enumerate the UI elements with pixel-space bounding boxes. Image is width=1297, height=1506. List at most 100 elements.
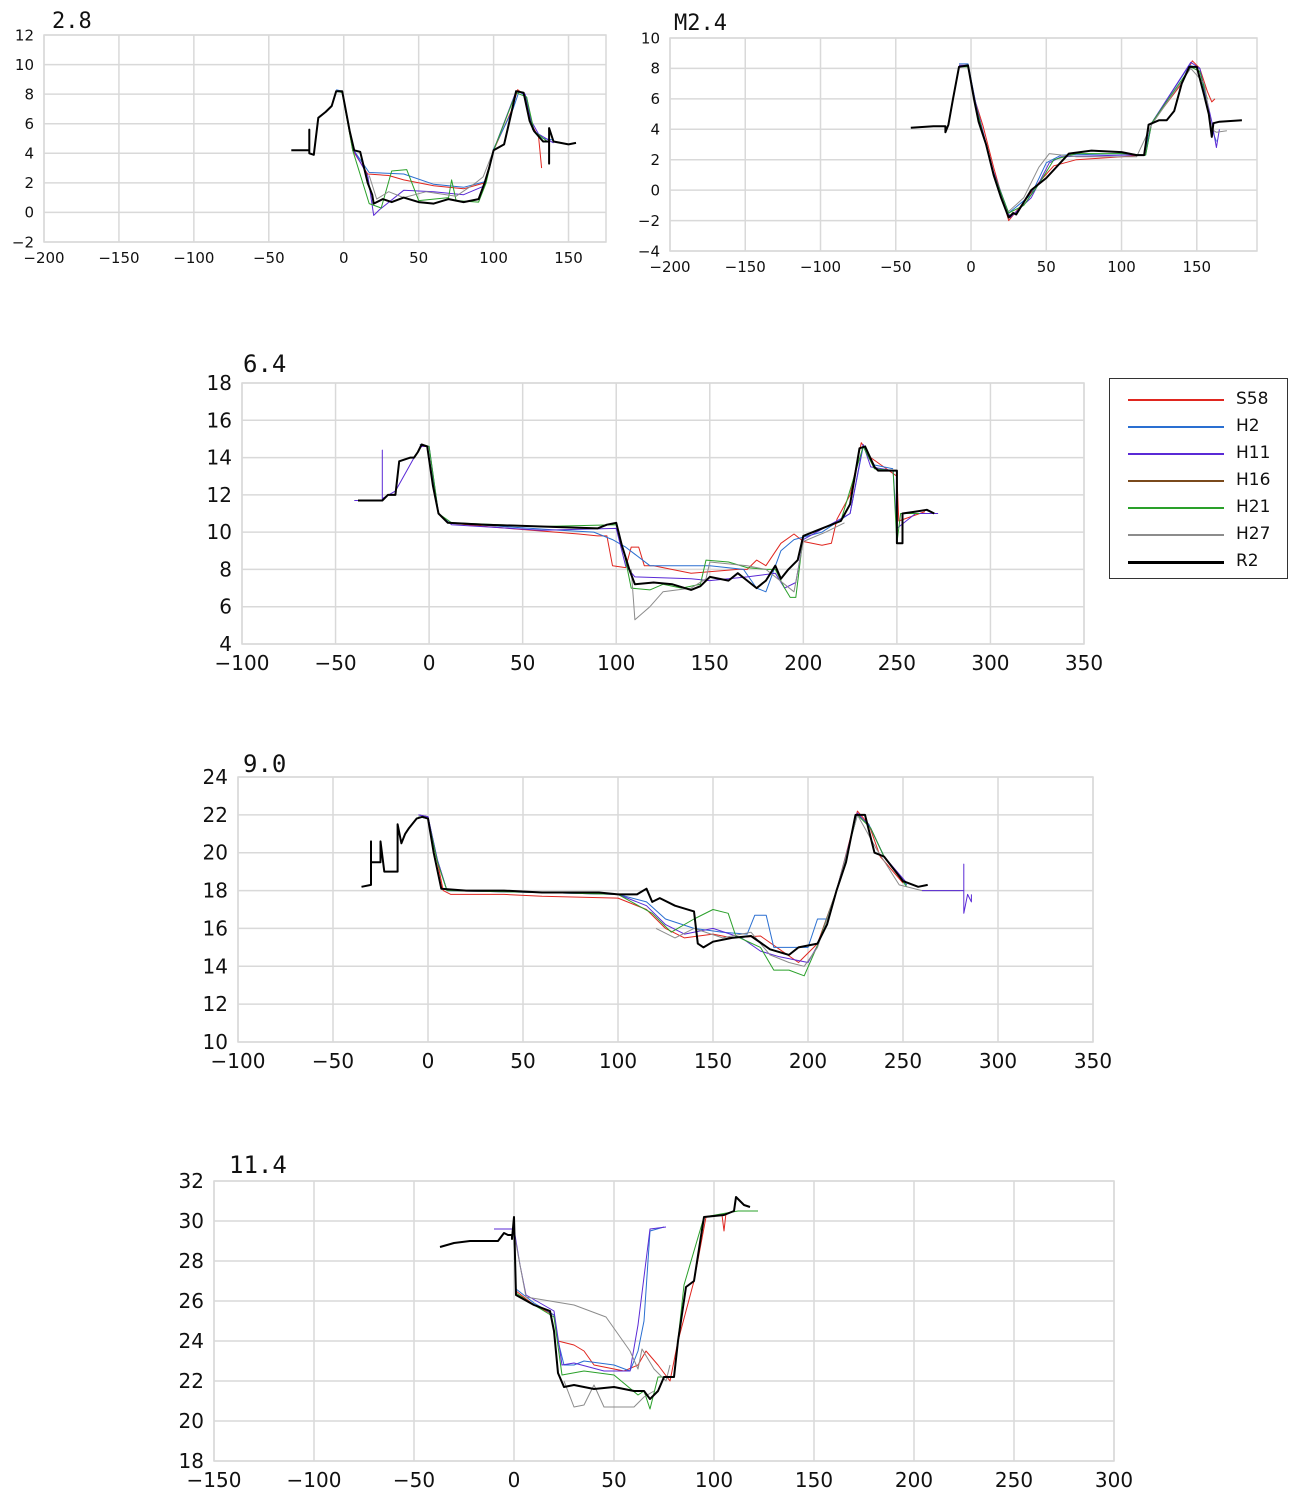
- x-tick-label: 0: [508, 1468, 521, 1492]
- chart-title: 2.8: [52, 9, 92, 34]
- x-tick-label: 350: [1065, 651, 1103, 675]
- y-tick-label: 10: [15, 56, 34, 74]
- series-line-h27: [655, 814, 960, 967]
- legend-label-r2: R2: [1236, 551, 1259, 571]
- legend-swatch-h21: [1128, 507, 1224, 509]
- series-line-h21: [513, 1210, 758, 1410]
- series-line-h21: [336, 90, 550, 209]
- x-tick-label: 100: [1107, 258, 1136, 276]
- series-line-r2: [358, 443, 935, 591]
- series-line-h27: [368, 150, 495, 200]
- y-tick-label: 24: [203, 765, 228, 789]
- y-tick-label: 24: [179, 1329, 204, 1353]
- y-tick-label: 8: [24, 85, 34, 103]
- series-line-r2: [291, 90, 577, 205]
- chart-3: −100 −50 0 50 100 150 200 250 300 350 10 12 14 16 18 20…: [203, 750, 1113, 1073]
- y-tick-label: 10: [641, 29, 660, 47]
- y-tick-label: 0: [650, 181, 660, 199]
- y-tick-label: 6: [650, 90, 660, 108]
- chart-0: −200 −150 −100 −50 0 50 100 150 −2 0 2 4 6 8 10 12 2.8: [12, 9, 607, 267]
- y-tick-label: 30: [179, 1209, 204, 1233]
- x-tick-label: 300: [979, 1049, 1017, 1073]
- x-tick-label: −100: [215, 651, 270, 675]
- x-tick-label: 0: [423, 651, 436, 675]
- x-tick-label: 50: [601, 1468, 626, 1492]
- chart-title: 11.4: [229, 1151, 287, 1179]
- legend-item-h11: H11: [1110, 441, 1287, 467]
- y-tick-label: 16: [203, 916, 228, 940]
- legend-item-h16: H16: [1110, 468, 1287, 494]
- x-tick-label: 100: [695, 1468, 733, 1492]
- series-line-h27: [630, 522, 845, 621]
- x-tick-label: 200: [789, 1049, 827, 1073]
- x-tick-label: 150: [1182, 258, 1211, 276]
- y-tick-label: 22: [203, 803, 228, 827]
- legend-swatch-h16: [1128, 480, 1224, 482]
- series-line-h21: [959, 66, 1208, 214]
- legend-swatch-h27: [1128, 534, 1224, 536]
- x-tick-label: −50: [393, 1468, 435, 1492]
- legend-swatch-s58: [1128, 399, 1224, 401]
- plot-area: [43, 34, 607, 243]
- y-tick-label: 6: [24, 115, 34, 133]
- x-tick-label: 200: [895, 1468, 933, 1492]
- series-line-h27: [563, 1380, 655, 1408]
- x-tick-label: 200: [784, 651, 822, 675]
- series-line-h11: [418, 812, 908, 963]
- legend-label-h2: H2: [1236, 416, 1260, 436]
- legend-item-r2: R2: [1110, 549, 1287, 575]
- x-tick-label: 50: [409, 249, 428, 267]
- chart-2: −100 −50 0 50 100 150 200 250 300 350 4 6 8 10 12 14 16 1…: [207, 350, 1104, 675]
- legend-item-h2: H2: [1110, 414, 1287, 440]
- x-tick-label: −150: [725, 258, 766, 276]
- legend-swatch-r2: [1128, 561, 1224, 564]
- legend-swatch-h2: [1128, 426, 1224, 428]
- y-tick-label: −2: [638, 212, 660, 230]
- y-tick-label: 20: [179, 1409, 204, 1433]
- series-line-h11: [494, 1226, 667, 1372]
- x-tick-label: −50: [312, 1049, 354, 1073]
- series-line-s58: [419, 442, 926, 574]
- series-line-h11: [336, 90, 554, 216]
- x-tick-label: 0: [339, 249, 349, 267]
- y-tick-label: 10: [207, 520, 232, 544]
- y-tick-label: 14: [207, 446, 232, 470]
- series-line-r2: [361, 813, 928, 956]
- x-tick-label: −200: [23, 249, 64, 267]
- x-tick-label: 100: [597, 651, 635, 675]
- chart-4: −150 −100 −50 0 50 100 150 200 250 300 18 20 22 24 26 2…: [179, 1151, 1134, 1492]
- legend-label-s58: S58: [1236, 389, 1269, 409]
- y-tick-label: 16: [207, 408, 232, 432]
- x-tick-label: 250: [884, 1049, 922, 1073]
- y-tick-label: 22: [179, 1369, 204, 1393]
- x-tick-label: 50: [1037, 258, 1056, 276]
- x-tick-label: 250: [878, 651, 916, 675]
- x-tick-label: 150: [795, 1468, 833, 1492]
- legend-label-h16: H16: [1236, 470, 1271, 490]
- plot-area: [213, 1180, 1115, 1462]
- x-tick-label: 100: [479, 249, 508, 267]
- y-tick-label: 0: [24, 204, 34, 222]
- series-line-h21: [418, 814, 908, 977]
- y-tick-label: 26: [179, 1289, 204, 1313]
- y-tick-label: 12: [15, 26, 34, 44]
- x-tick-label: −50: [253, 249, 285, 267]
- x-tick-label: 0: [966, 258, 976, 276]
- x-tick-label: 50: [510, 1049, 535, 1073]
- plot-area: [237, 776, 1094, 1043]
- x-tick-label: −100: [173, 249, 214, 267]
- x-tick-label: −150: [98, 249, 139, 267]
- x-tick-label: 150: [691, 651, 729, 675]
- y-tick-label: 4: [24, 145, 34, 163]
- chart-title: 6.4: [243, 350, 286, 378]
- legend-item-s58: S58: [1110, 387, 1287, 413]
- y-tick-label: 28: [179, 1249, 204, 1273]
- x-tick-label: −100: [800, 258, 841, 276]
- y-tick-label: 2: [650, 151, 660, 169]
- x-tick-label: −100: [287, 1468, 342, 1492]
- y-tick-label: 12: [207, 483, 232, 507]
- x-tick-label: −50: [314, 651, 356, 675]
- x-tick-label: 0: [422, 1049, 435, 1073]
- y-tick-label: 8: [650, 60, 660, 78]
